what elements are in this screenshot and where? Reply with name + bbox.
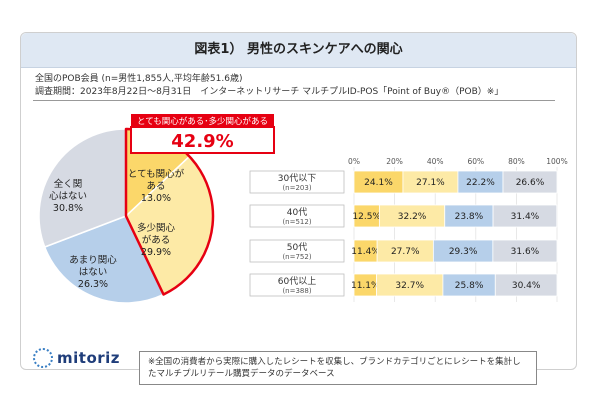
bar-data-label: 11.4% [351, 247, 380, 257]
logo-icon [33, 348, 53, 368]
pie-slice-label: がある [142, 234, 171, 246]
pie-data-label: 26.3% [78, 279, 108, 290]
bar-data-label: 24.1% [364, 178, 393, 188]
callout-label: とても関心がある･多少関心がある [137, 116, 268, 127]
callout-value-box [130, 126, 275, 154]
bar-data-label: 27.1% [416, 178, 445, 188]
meta-divider [33, 100, 555, 101]
brand-logo: mitoriz [33, 348, 120, 368]
category-n-label: (n=752) [282, 253, 311, 261]
bar-segment [492, 204, 558, 228]
category-n-label: (n=512) [282, 218, 311, 226]
bar-data-label: 31.4% [511, 212, 540, 222]
bar-segment [492, 239, 558, 263]
meta-line-2: 調査期間：2023年8月22日～8月31日 インターネットリサーチ マルチプルI… [35, 87, 504, 97]
pie-slice-label: はない [79, 267, 108, 278]
pie-data-label: 29.9% [141, 247, 171, 258]
category-label: 50代 [287, 242, 307, 253]
pie-data-label: 13.0% [141, 193, 171, 204]
bar-segment [502, 170, 558, 194]
bar-data-label: 11.1% [351, 281, 380, 291]
bar-data-label: 29.3% [449, 247, 478, 257]
brand-name: mitoriz [57, 349, 121, 367]
pie-data-label: 30.8% [53, 203, 83, 214]
category-label: 60代以上 [278, 276, 316, 287]
bar-segment [494, 273, 558, 297]
bar-data-label: 12.5% [352, 212, 381, 222]
x-tick-label: 40% [427, 157, 444, 166]
category-n-label: (n=203) [282, 184, 311, 192]
pie-slice [38, 128, 127, 248]
bar-data-label: 23.8% [455, 212, 484, 222]
bar-data-label: 25.8% [455, 281, 484, 291]
bar-data-label: 31.6% [511, 247, 540, 257]
bar-data-label: 30.4% [512, 281, 541, 291]
category-box [249, 204, 345, 228]
category-box [249, 239, 345, 263]
bar-data-label: 26.6% [516, 178, 545, 188]
bar-data-label: 27.7% [391, 247, 420, 257]
footnote: ※全国の消費者から実際に購入したレシートを収集し、ブランドカテゴリごとにレシート… [139, 351, 537, 385]
survey-meta: 全国のPOB会員 (n=男性1,855人,平均年齢51.6歳) 調査期間：202… [35, 73, 503, 99]
pie-slice [43, 215, 165, 304]
x-tick-label: 60% [467, 157, 484, 166]
pie-slice-label: とても関心が [128, 168, 185, 180]
category-box [249, 273, 345, 297]
x-tick-label: 20% [386, 157, 403, 166]
figure-title: 図表1） 男性のスキンケアへの関心 [21, 33, 576, 68]
category-n-label: (n=388) [282, 287, 311, 295]
callout-label-bg [131, 114, 274, 127]
x-tick-label: 100% [546, 157, 567, 166]
category-box [249, 170, 345, 194]
pie-slice-label: 全く関 [54, 178, 83, 190]
figure-card: 図表1） 男性のスキンケアへの関心 全国のPOB会員 (n=男性1,855人,平… [20, 32, 577, 385]
category-label: 40代 [287, 207, 307, 218]
bar-data-label: 32.7% [395, 281, 424, 291]
category-label: 30代以下 [278, 173, 316, 184]
x-tick-label: 0% [348, 157, 360, 166]
bar-data-label: 32.2% [398, 212, 427, 222]
meta-line-1: 全国のPOB会員 (n=男性1,855人,平均年齢51.6歳) [35, 74, 243, 84]
pie-slice-label: 多少関心 [137, 222, 176, 234]
callout-value: 42.9% [171, 131, 233, 152]
pie-slice-label: 心はない [49, 191, 87, 202]
x-tick-label: 80% [508, 157, 525, 166]
pie-slice-label: ある [146, 181, 165, 192]
bar-data-label: 22.2% [466, 178, 495, 188]
pie-slice-label: あまり関心 [69, 255, 117, 266]
